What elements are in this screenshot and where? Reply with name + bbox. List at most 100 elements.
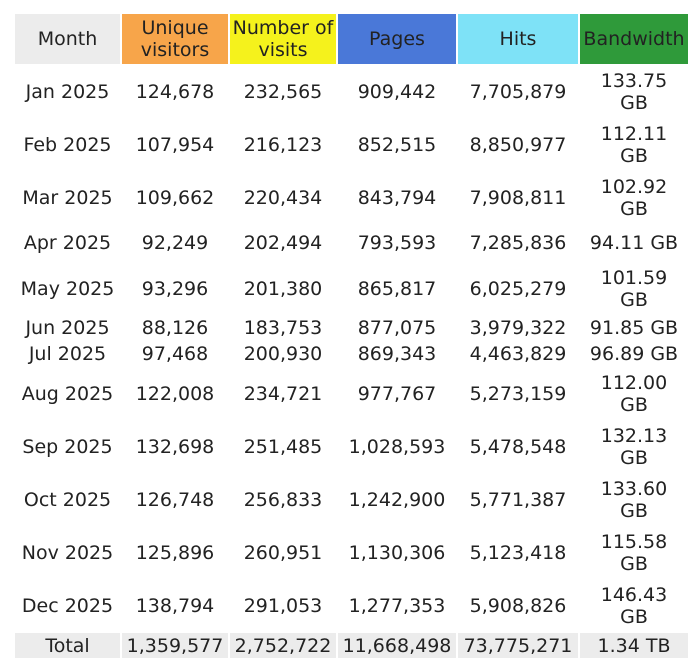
cell-bandwidth: 96.89 GB — [589, 343, 679, 365]
cell-number-of-visits: 200,930 — [243, 343, 323, 365]
cell-unique-visitors: 124,678 — [135, 80, 215, 103]
cell-hits: 3,979,322 — [469, 317, 567, 339]
monthly-history-table: Month Unique visitors Number of visits P… — [13, 12, 690, 660]
cell-pages: 1,130,306 — [348, 541, 446, 564]
cell-unique-visitors: 126,748 — [135, 488, 215, 511]
cell-bandwidth: 91.85 GB — [589, 317, 679, 339]
cell-number-of-visits: 260,951 — [243, 541, 323, 564]
bandwidth-value: 112.00 GB — [600, 371, 668, 416]
cell-month: Apr 2025 — [23, 232, 112, 254]
total-unique-visitors: 1,359,577 — [122, 633, 228, 658]
cell-month: Aug 2025 — [21, 382, 114, 405]
cell-unique-visitors: 132,698 — [135, 435, 215, 458]
cell-month: May 2025 — [20, 277, 115, 300]
cell-pages: 977,767 — [357, 382, 437, 405]
cell-bandwidth: 133.60 GB — [580, 474, 688, 525]
cell-bandwidth: 133.75 GB — [580, 66, 688, 117]
cell-hits: 7,705,879 — [469, 80, 567, 103]
cell-number-of-visits: 251,485 — [243, 435, 323, 458]
cell-number-of-visits: 202,494 — [243, 232, 323, 254]
cell-number-of-visits: 234,721 — [243, 382, 323, 405]
header-pages: Pages — [338, 14, 456, 64]
cell-number-of-visits: 216,123 — [243, 133, 323, 156]
cell-pages: 909,442 — [357, 80, 437, 103]
cell-unique-visitors: 97,468 — [141, 343, 209, 365]
bandwidth-value: 146.43 GB — [600, 583, 668, 628]
cell-bandwidth: 112.00 GB — [580, 368, 688, 419]
cell-unique-visitors: 109,662 — [135, 186, 215, 209]
table-header-row: Month Unique visitors Number of visits P… — [15, 14, 688, 64]
cell-month: Sep 2025 — [22, 435, 113, 458]
cell-unique-visitors: 92,249 — [141, 232, 209, 254]
cell-bandwidth: 101.59 GB — [580, 263, 688, 314]
cell-pages: 793,593 — [357, 232, 437, 254]
bandwidth-value: 112.11 GB — [600, 122, 668, 167]
bandwidth-value: 115.58 GB — [600, 530, 668, 575]
cell-month: Feb 2025 — [23, 133, 112, 156]
header-hits: Hits — [458, 14, 578, 64]
cell-bandwidth: 146.43 GB — [580, 580, 688, 631]
cell-bandwidth: 112.11 GB — [580, 119, 688, 170]
table-row: Nov 2025 125,896 260,951 1,130,306 5,123… — [15, 527, 688, 578]
cell-month: Dec 2025 — [21, 594, 114, 617]
total-hits: 73,775,271 — [458, 633, 578, 658]
bandwidth-value: 101.59 GB — [600, 266, 668, 311]
cell-unique-visitors: 138,794 — [135, 594, 215, 617]
cell-pages: 1,028,593 — [348, 435, 446, 458]
cell-pages: 843,794 — [357, 186, 437, 209]
cell-unique-visitors: 122,008 — [135, 382, 215, 405]
table-row: Mar 2025 109,662 220,434 843,794 7,908,8… — [15, 172, 688, 223]
table-row: Oct 2025 126,748 256,833 1,242,900 5,771… — [15, 474, 688, 525]
cell-hits: 5,771,387 — [469, 488, 567, 511]
cell-month: Jun 2025 — [25, 317, 110, 339]
cell-bandwidth: 115.58 GB — [580, 527, 688, 578]
bandwidth-value: 132.13 GB — [600, 424, 668, 469]
header-bandwidth: Bandwidth — [580, 14, 688, 64]
table-row: Jun 2025 88,126 183,753 877,075 3,979,32… — [15, 316, 688, 340]
cell-pages: 1,242,900 — [348, 488, 446, 511]
cell-hits: 5,123,418 — [469, 541, 567, 564]
cell-pages: 1,277,353 — [348, 594, 446, 617]
table-row: Jul 2025 97,468 200,930 869,343 4,463,82… — [15, 342, 688, 366]
cell-pages: 869,343 — [357, 343, 437, 365]
cell-pages: 865,817 — [357, 277, 437, 300]
cell-bandwidth: 94.11 GB — [589, 232, 679, 254]
cell-bandwidth: 132.13 GB — [580, 421, 688, 472]
cell-hits: 4,463,829 — [469, 343, 567, 365]
cell-number-of-visits: 232,565 — [243, 80, 323, 103]
cell-month: Mar 2025 — [22, 186, 113, 209]
cell-number-of-visits: 256,833 — [243, 488, 323, 511]
cell-bandwidth: 102.92 GB — [580, 172, 688, 223]
cell-month: Jan 2025 — [25, 80, 110, 103]
cell-month: Oct 2025 — [23, 488, 112, 511]
header-unique-visitors: Unique visitors — [122, 14, 228, 64]
header-number-of-visits: Number of visits — [230, 14, 336, 64]
bandwidth-value: 102.92 GB — [600, 175, 668, 220]
cell-unique-visitors: 88,126 — [141, 317, 209, 339]
cell-hits: 7,285,836 — [469, 232, 567, 254]
table-row: Sep 2025 132,698 251,485 1,028,593 5,478… — [15, 421, 688, 472]
cell-number-of-visits: 183,753 — [243, 317, 323, 339]
cell-hits: 5,273,159 — [469, 382, 567, 405]
table-row: Dec 2025 138,794 291,053 1,277,353 5,908… — [15, 580, 688, 631]
cell-hits: 5,478,548 — [469, 435, 567, 458]
bandwidth-value: 133.60 GB — [600, 477, 668, 522]
cell-number-of-visits: 291,053 — [243, 594, 323, 617]
table-row: Feb 2025 107,954 216,123 852,515 8,850,9… — [15, 119, 688, 170]
header-month: Month — [15, 14, 120, 64]
table-row: Apr 2025 92,249 202,494 793,593 7,285,83… — [15, 225, 688, 261]
cell-month: Nov 2025 — [21, 541, 114, 564]
cell-unique-visitors: 93,296 — [141, 277, 209, 300]
cell-hits: 5,908,826 — [469, 594, 567, 617]
cell-hits: 7,908,811 — [469, 186, 567, 209]
bandwidth-value: 133.75 GB — [600, 69, 668, 114]
total-bandwidth: 1.34 TB — [580, 633, 688, 658]
cell-hits: 8,850,977 — [469, 133, 567, 156]
table-row: May 2025 93,296 201,380 865,817 6,025,27… — [15, 263, 688, 314]
cell-month: Jul 2025 — [28, 343, 107, 365]
total-number-of-visits: 2,752,722 — [230, 633, 336, 658]
total-row: Total 1,359,577 2,752,722 11,668,498 73,… — [15, 633, 688, 658]
cell-number-of-visits: 220,434 — [243, 186, 323, 209]
cell-unique-visitors: 125,896 — [135, 541, 215, 564]
